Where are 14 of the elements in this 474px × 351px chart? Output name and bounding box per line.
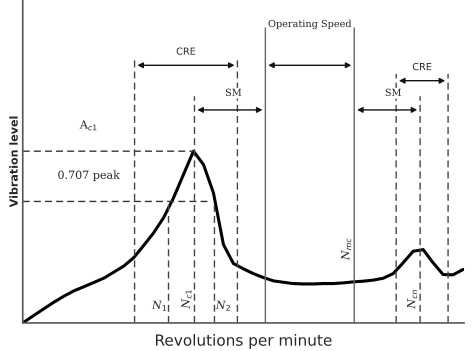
annotation: N$_{1}$ <box>152 300 166 311</box>
annotation: N$_{mc}$ <box>341 238 352 260</box>
ref-line-label: A$_{c1}$ <box>80 120 96 130</box>
annotation: N$_{2}$ <box>216 300 230 311</box>
text: SM <box>386 88 401 96</box>
annotation: N$_{cn}$ <box>407 290 418 309</box>
annotation: N$_{c1}$ <box>181 290 192 309</box>
y-axis-title: Vibration level <box>9 116 18 208</box>
x-axis-title: Revolutions per minute <box>156 334 332 349</box>
text: SM <box>226 88 242 96</box>
ref-line-label: 0.707 peak <box>58 170 120 182</box>
text: CRE <box>412 62 432 70</box>
text: Operating Speed <box>268 20 352 30</box>
text: CRE <box>176 47 196 55</box>
